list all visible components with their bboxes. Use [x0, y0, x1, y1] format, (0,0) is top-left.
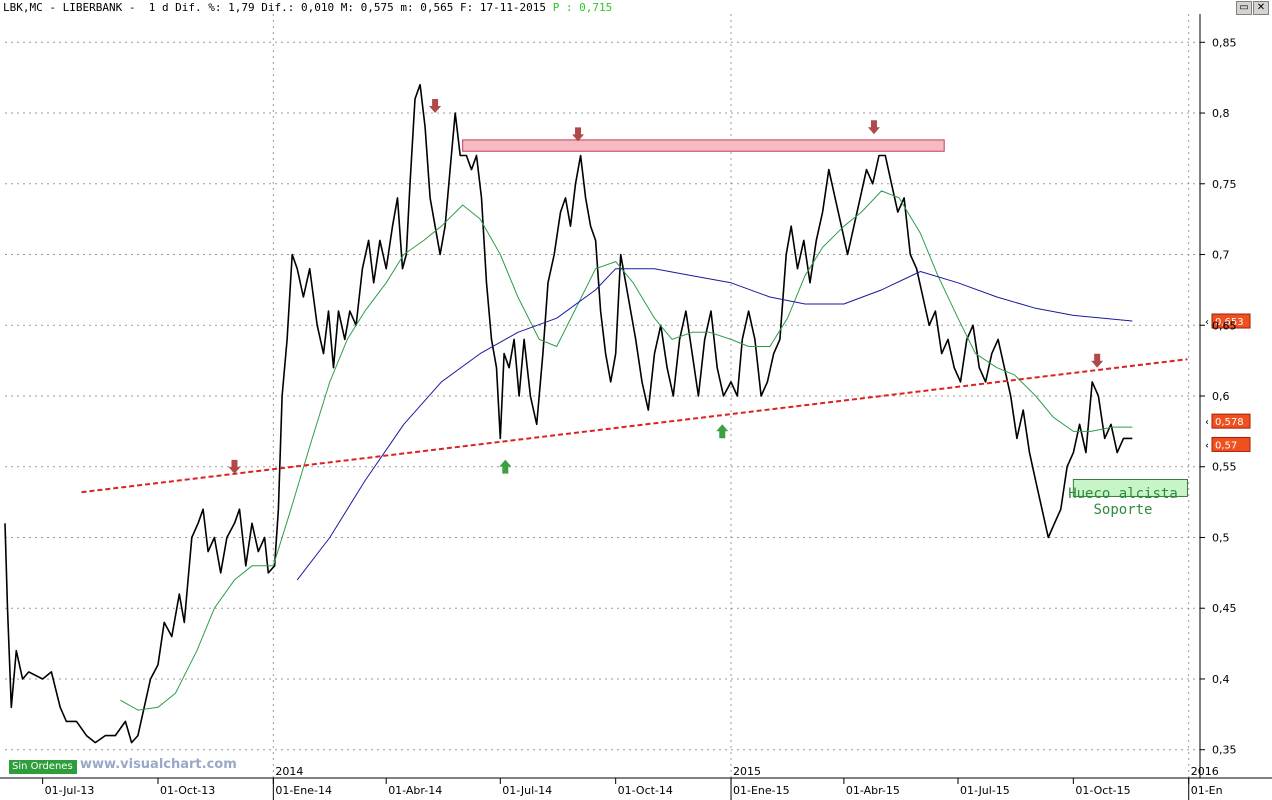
price-tag-box: [1211, 436, 1251, 452]
y-tick-label: 0,4: [1212, 673, 1230, 686]
y-tick-label: 0,5: [1212, 531, 1230, 544]
x-tick-label: 01-Abr-14: [388, 784, 442, 797]
x-tick-label: 01-Ene-14: [275, 784, 332, 797]
watermark: www.visualchart.com: [80, 757, 237, 772]
y-tick-label: 0,65: [1212, 319, 1237, 332]
price-tag-label: 0,578: [1215, 417, 1244, 428]
support-zone: [1072, 478, 1188, 497]
resistance-zone: [462, 139, 945, 152]
y-tick-label: 0,55: [1212, 461, 1237, 474]
down-arrow-marker: [572, 127, 585, 142]
series-line-sma_long: [296, 268, 1133, 581]
price-tag-box: [1211, 313, 1251, 329]
up-arrow-marker: [716, 424, 729, 439]
x-tick-label: 01-En: [1191, 784, 1223, 797]
series-line-sma_short: [120, 190, 1133, 711]
price-tag-pointer: ‹: [1205, 317, 1209, 328]
annotation-line-1: Hueco alcista: [1068, 486, 1178, 502]
price-tag-pointer: ‹: [1205, 440, 1209, 451]
y-tick-label: 0,7: [1212, 249, 1230, 262]
x-tick-label: 01-Oct-15: [1075, 784, 1130, 797]
x-tick-label: 01-Jul-13: [45, 784, 95, 797]
down-arrow-marker: [228, 459, 241, 474]
y-tick-label: 0,85: [1212, 36, 1237, 49]
x-tick-label: 01-Oct-13: [160, 784, 215, 797]
price-tag-label: 0,57: [1215, 440, 1237, 451]
x-tick-label: 01-Abr-15: [846, 784, 900, 797]
price-tag-box: [1211, 413, 1251, 429]
down-arrow-marker: [1091, 353, 1104, 368]
price-tag-pointer: ‹: [1205, 417, 1209, 428]
up-arrow-marker: [499, 459, 512, 474]
restore-button[interactable]: ▭: [1236, 1, 1252, 15]
gap-annotation: Hueco alcista Soporte: [1062, 486, 1184, 518]
down-arrow-marker: [867, 120, 880, 135]
annotation-line-2: Soporte: [1093, 502, 1153, 518]
x-tick-label: 01-Jul-14: [502, 784, 552, 797]
down-arrow-marker: [429, 99, 442, 114]
year-label: 2015: [733, 765, 761, 778]
header-ticker: LBK,MC - LIBERBANK - 1 d Dif. %: 1,79 Di…: [3, 1, 547, 14]
trendline: [81, 358, 1188, 494]
y-tick-label: 0,8: [1212, 107, 1230, 120]
chart-header: LBK,MC - LIBERBANK - 1 d Dif. %: 1,79 Di…: [3, 1, 612, 14]
close-button[interactable]: ✕: [1253, 1, 1269, 15]
year-label: 2016: [1191, 765, 1219, 778]
no-orders-badge[interactable]: Sin Ordenes: [9, 760, 77, 774]
x-tick-label: 01-Ene-15: [733, 784, 790, 797]
header-p-label: P : 0,715: [552, 1, 613, 14]
y-tick-label: 0,6: [1212, 390, 1230, 403]
y-tick-label: 0,75: [1212, 178, 1237, 191]
series-line-price: [4, 83, 1133, 744]
x-tick-label: 01-Jul-15: [960, 784, 1010, 797]
y-tick-label: 0,35: [1212, 744, 1237, 757]
y-tick-label: 0,45: [1212, 602, 1237, 615]
x-tick-label: 01-Oct-14: [618, 784, 673, 797]
year-label: 2014: [275, 765, 303, 778]
price-tag-label: 0,653: [1215, 317, 1244, 328]
